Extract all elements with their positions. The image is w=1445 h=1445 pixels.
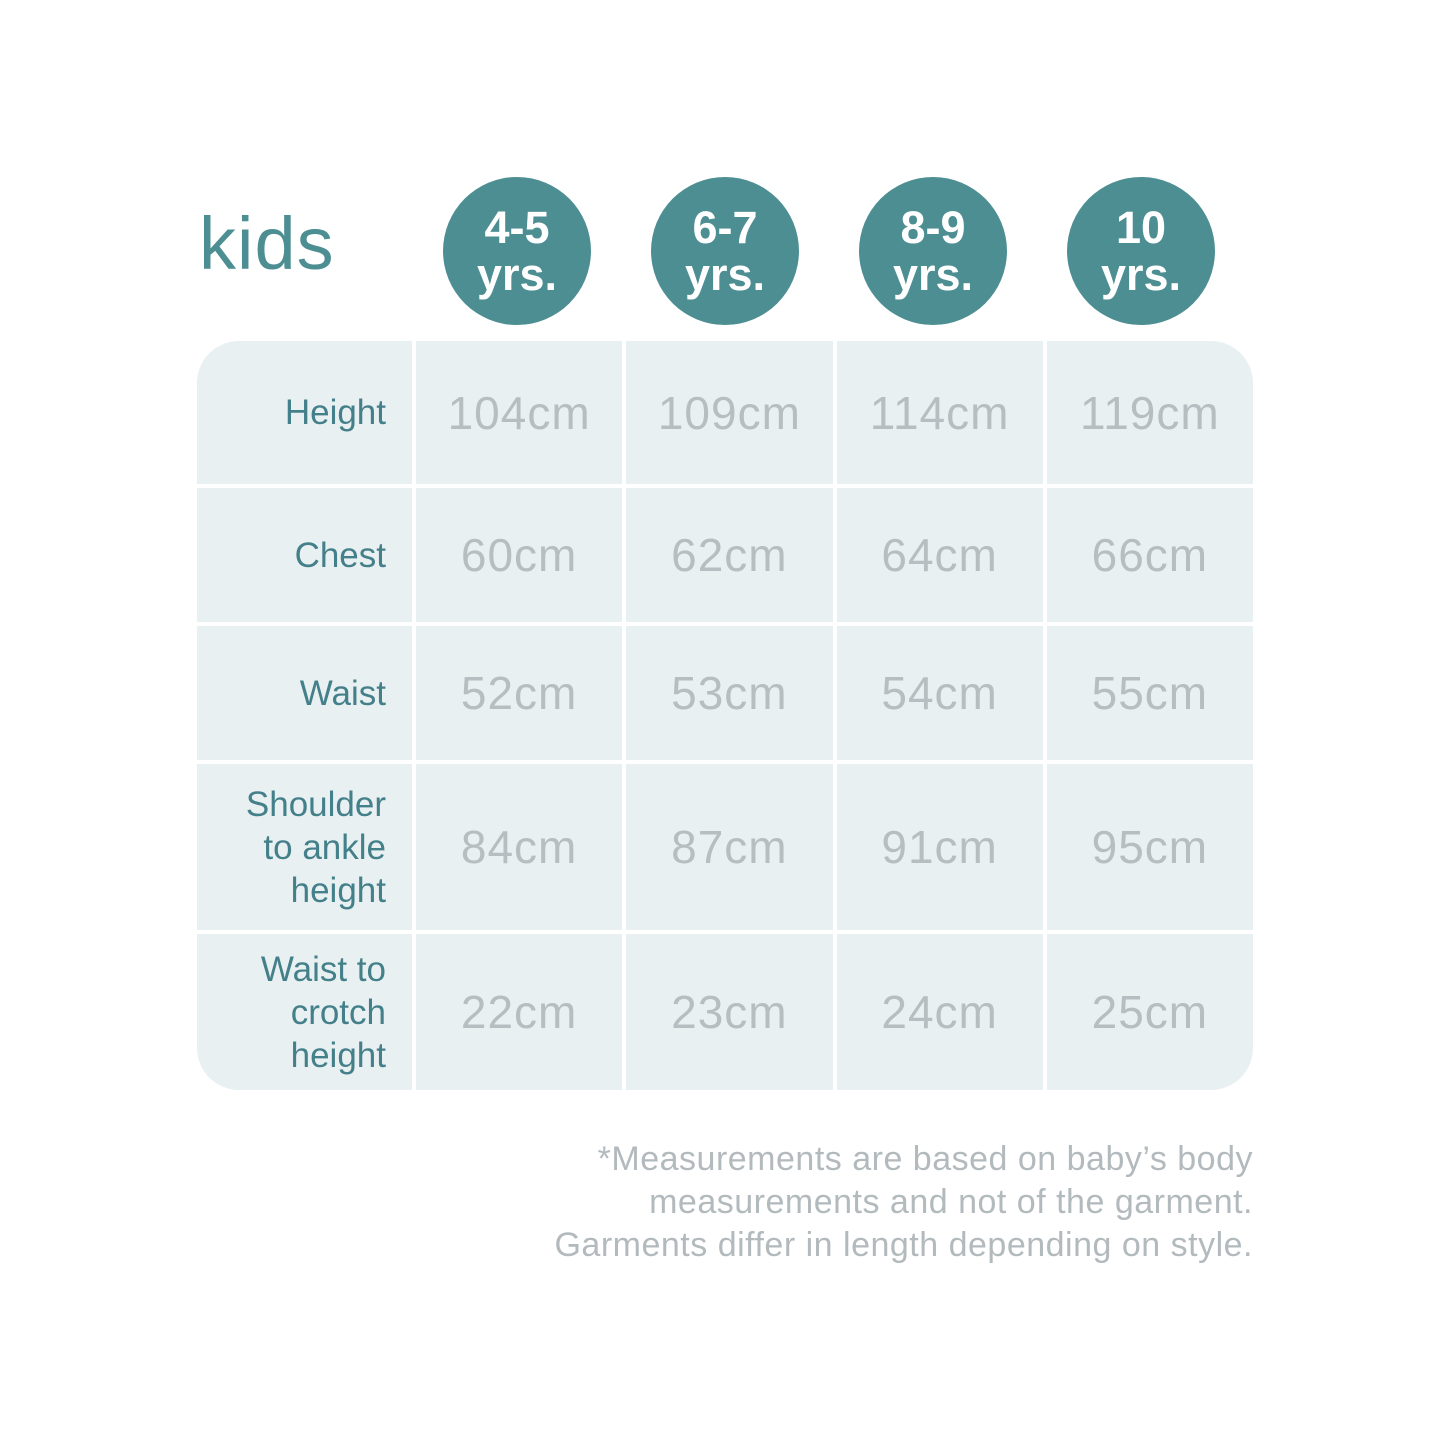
age-badge-row: 4-5 yrs. 6-7 yrs. 8-9 yrs. 10 yrs. [443, 177, 1215, 325]
size-value: 84cm [416, 764, 623, 930]
footnote-line: *Measurements are based on baby’s body [597, 1140, 1253, 1178]
size-value: 104cm [416, 341, 623, 484]
size-value: 91cm [836, 764, 1043, 930]
age-badge-line1: 10 [1115, 202, 1167, 253]
size-value: 66cm [1046, 488, 1253, 622]
age-badge-8-9-yrs: 8-9 yrs. [859, 177, 1007, 325]
size-value: 25cm [1046, 934, 1253, 1090]
size-value: 55cm [1046, 626, 1253, 760]
size-value: 23cm [626, 934, 833, 1090]
size-value: 114cm [836, 341, 1043, 484]
size-value: 64cm [836, 488, 1043, 622]
row-label-height: Height [197, 341, 412, 484]
size-value: 109cm [626, 341, 833, 484]
size-value: 53cm [626, 626, 833, 760]
age-badge-10-yrs: 10 yrs. [1067, 177, 1215, 325]
page-title: kids [199, 202, 335, 285]
size-value: 24cm [836, 934, 1043, 1090]
row-label-waist: Waist [197, 626, 412, 760]
measurement-footnote: *Measurements are based on baby’s body m… [554, 1138, 1253, 1267]
size-value: 54cm [836, 626, 1043, 760]
size-value: 119cm [1046, 341, 1253, 484]
size-value: 95cm [1046, 764, 1253, 930]
age-badge-line2: yrs. [684, 249, 766, 300]
age-badge-line2: yrs. [1100, 249, 1182, 300]
size-value: 52cm [416, 626, 623, 760]
size-value: 60cm [416, 488, 623, 622]
row-label-shoulder-to-ankle-height: Shoulder to ankle height [197, 764, 412, 930]
age-badge-line2: yrs. [476, 249, 558, 300]
footnote-line: measurements and not of the garment. [649, 1183, 1253, 1221]
age-badge-line2: yrs. [892, 249, 974, 300]
row-label-waist-to-crotch-height: Waist to crotch height [197, 934, 412, 1090]
age-badge-4-5-yrs: 4-5 yrs. [443, 177, 591, 325]
size-value: 22cm [416, 934, 623, 1090]
age-badge-line1: 8-9 [900, 202, 966, 253]
size-table: Height 104cm 109cm 114cm 119cm Chest 60c… [197, 341, 1253, 1090]
footnote-line: Garments differ in length depending on s… [554, 1226, 1253, 1264]
size-value: 87cm [626, 764, 833, 930]
size-value: 62cm [626, 488, 833, 622]
row-label-chest: Chest [197, 488, 412, 622]
age-badge-line1: 6-7 [692, 202, 758, 253]
age-badge-6-7-yrs: 6-7 yrs. [651, 177, 799, 325]
age-badge-line1: 4-5 [484, 202, 550, 253]
